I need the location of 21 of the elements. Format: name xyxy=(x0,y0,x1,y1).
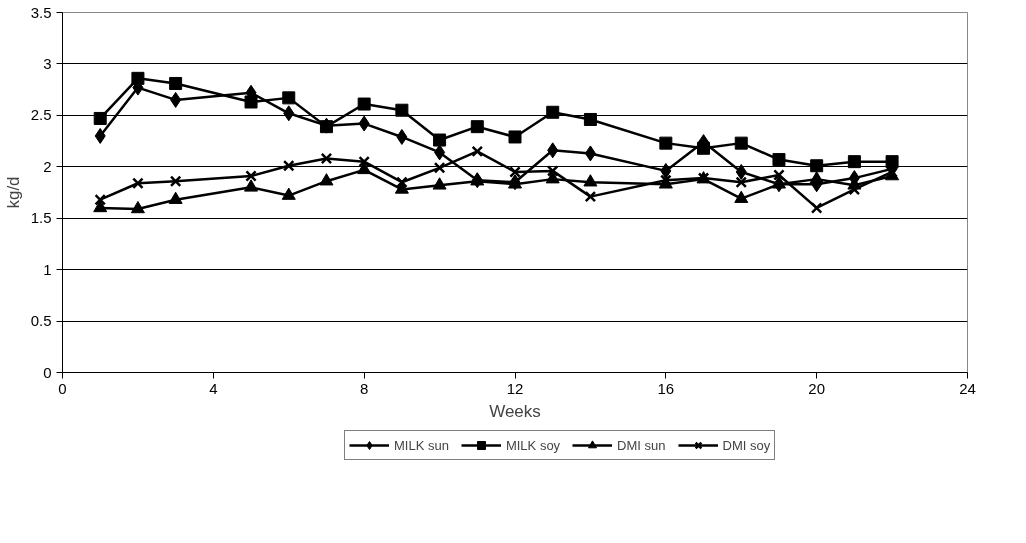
y-tick-label: 2.5 xyxy=(30,106,52,124)
x-axis-title: Weeks xyxy=(489,401,541,421)
x-tick-label: 4 xyxy=(209,379,218,397)
y-tick-label: 1 xyxy=(43,260,52,278)
legend-label: MILK soy xyxy=(505,437,561,453)
y-tick-label: 1.5 xyxy=(30,209,52,227)
x-tick-label: 20 xyxy=(808,379,826,397)
y-tick-label: 0.5 xyxy=(30,312,52,330)
x-tick-label: 16 xyxy=(657,379,675,397)
y-tick-label: 0 xyxy=(43,363,52,381)
x-tick-label: 0 xyxy=(58,379,67,397)
x-tick-label: 12 xyxy=(506,379,524,397)
x-tick-label: 8 xyxy=(360,379,369,397)
y-tick-label: 3.5 xyxy=(30,3,52,21)
y-tick-label: 2 xyxy=(43,157,52,175)
y-axis-title: kg/d xyxy=(3,176,23,209)
legend-label: DMI sun xyxy=(617,437,666,453)
y-tick-label: 3 xyxy=(43,54,52,72)
x-tick-label: 24 xyxy=(959,379,976,397)
legend-label: MILK sun xyxy=(394,437,449,453)
legend-label: DMI soy xyxy=(722,437,771,453)
